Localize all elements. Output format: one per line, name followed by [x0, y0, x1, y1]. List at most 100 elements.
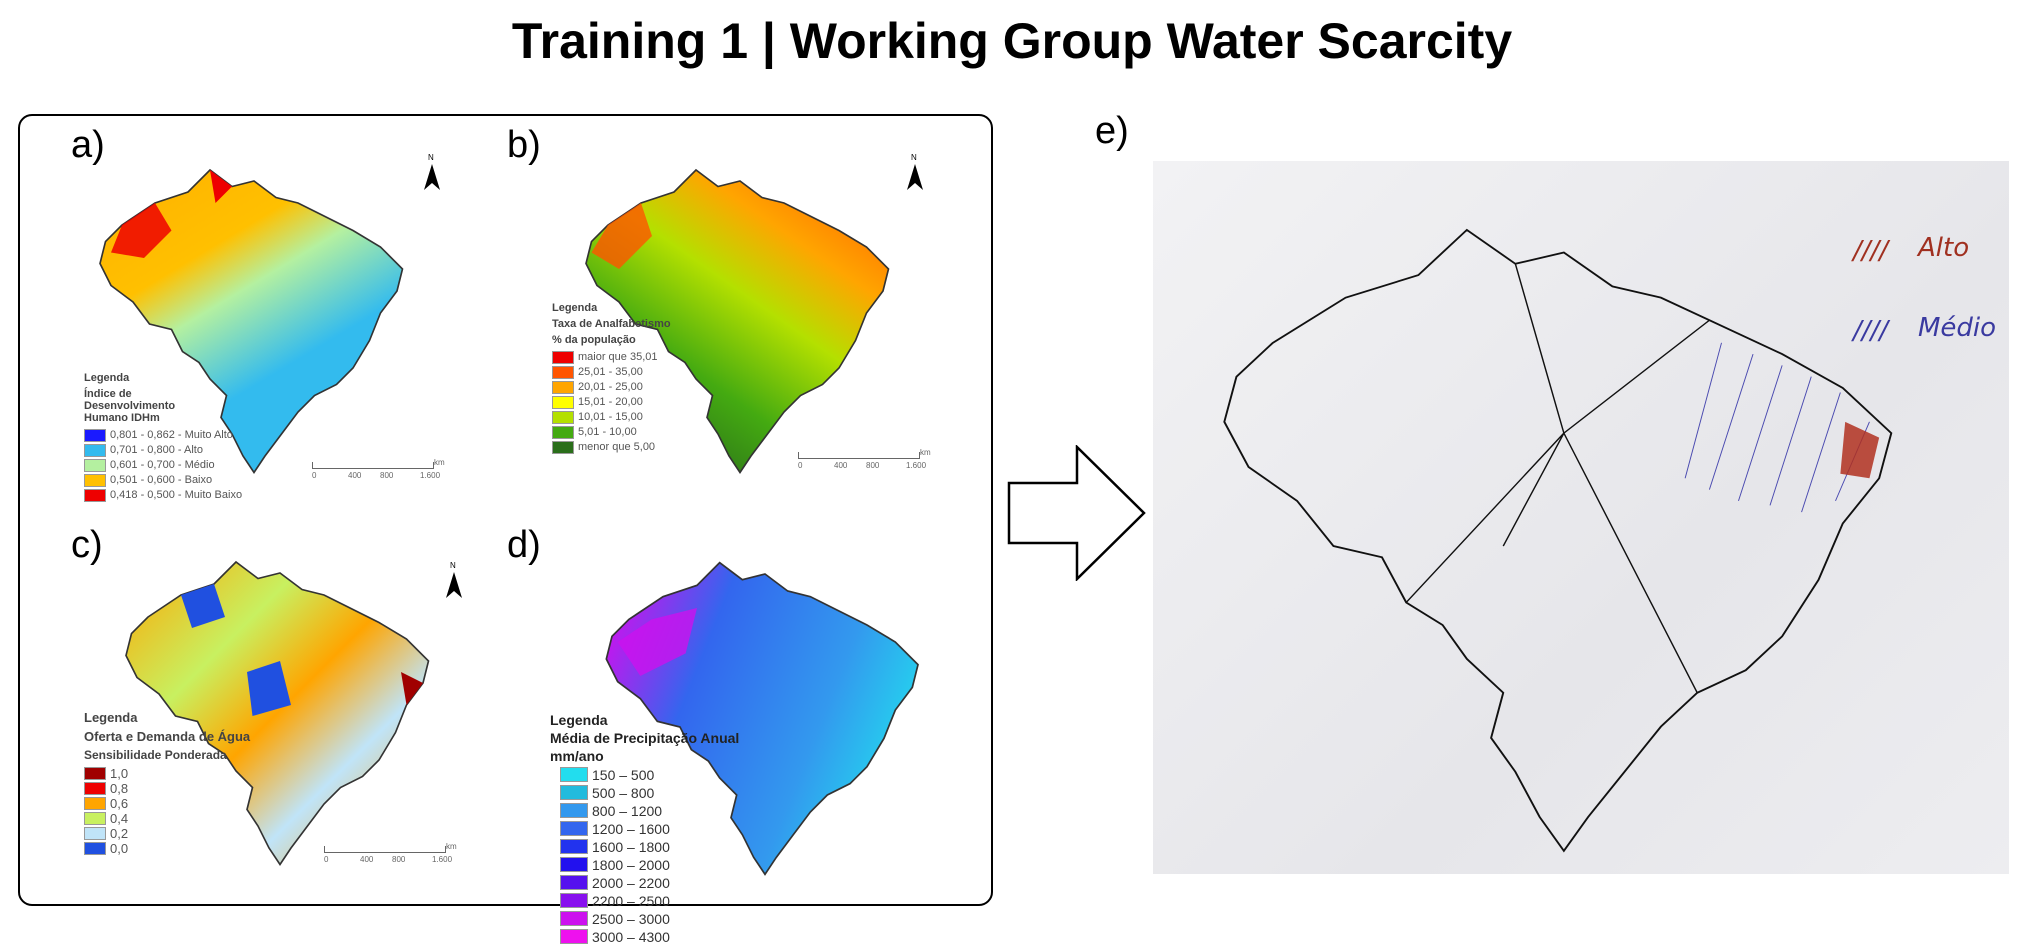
legend-swatch [552, 395, 574, 409]
legend-label: 0,2 [110, 825, 129, 841]
legend-swatch [84, 488, 106, 502]
legend-item: menor que 5,00 [552, 440, 671, 454]
legend-heading: Legenda [84, 710, 138, 725]
legend-item: 5,01 - 10,00 [552, 425, 671, 439]
panel-label-c: c) [71, 524, 103, 566]
legend-label: 500 – 800 [592, 784, 655, 801]
legend-swatch [84, 443, 106, 457]
legend-b: Legenda Taxa de Analfabetismo % da popul… [552, 302, 671, 455]
legend-item: 0,8 [84, 781, 250, 796]
legend-label: 0,701 - 0,800 - Alto [110, 444, 203, 456]
legend-item: 0,4 [84, 810, 250, 826]
right-arrow-icon [1007, 445, 1146, 581]
legend-swatch [552, 440, 574, 454]
legend-heading: Legenda [552, 302, 598, 314]
panel-label-b: b) [507, 124, 541, 166]
legend-swatch [560, 785, 588, 800]
legend-swatch [560, 767, 588, 782]
north-arrow-icon: N [903, 152, 927, 192]
legend-swatch [84, 473, 106, 487]
legend-swatch [560, 911, 588, 926]
legend-item: 0,601 - 0,700 - Médio [84, 458, 242, 472]
legend-swatch [552, 365, 574, 379]
legend-label: 20,01 - 25,00 [578, 381, 643, 393]
legend-subtitle: % da população [552, 334, 636, 346]
legend-label: 25,01 - 35,00 [578, 366, 643, 378]
legend-label: 0,0 [110, 840, 129, 856]
map-illiteracy [585, 169, 890, 474]
legend-swatch [84, 766, 106, 780]
legend-item: 0,2 [84, 825, 250, 841]
legend-item: 0,701 - 0,800 - Alto [84, 443, 242, 457]
legend-label: 1,0 [110, 765, 129, 781]
legend-subtitle: Sensibilidade Ponderada [84, 748, 227, 762]
legend-label: 0,418 - 0,500 - Muito Baixo [110, 489, 243, 501]
legend-title: Média de Precipitação Anual [550, 730, 740, 746]
legend-title: Taxa de Analfabetismo [552, 318, 671, 330]
legend-item: 0,6 [84, 795, 250, 811]
legend-swatch [552, 410, 574, 424]
legend-item: 500 – 800 [560, 784, 739, 801]
hand-legend-label: Médio [1918, 313, 1997, 343]
maps-panel [18, 114, 993, 906]
hatch-swatch: //// [1853, 316, 1889, 346]
legend-d: Legenda Média de Precipitação Anual mm/a… [550, 712, 739, 946]
legend-item: 25,01 - 35,00 [552, 365, 671, 379]
legend-heading: Legenda [84, 372, 130, 384]
legend-label: menor que 5,00 [578, 441, 656, 453]
legend-item: 0,801 - 0,862 - Muito Alto [84, 428, 242, 442]
legend-label: 10,01 - 15,00 [578, 411, 643, 423]
legend-item: 1800 – 2000 [560, 856, 739, 873]
legend-item: 0,0 [84, 840, 250, 856]
svg-text:N: N [450, 561, 456, 570]
svg-text:N: N [911, 153, 917, 162]
legend-c: Legenda Oferta e Demanda de Água Sensibi… [84, 710, 250, 856]
legend-swatch [560, 893, 588, 908]
hatch-swatch: //// [1853, 236, 1889, 266]
legend-label: 0,801 - 0,862 - Muito Alto [110, 429, 233, 441]
legend-swatch [84, 826, 106, 840]
legend-swatch [84, 428, 106, 442]
map-water-supply-demand [125, 561, 430, 866]
legend-swatch [560, 929, 588, 944]
legend-a: Legenda Índice de Desenvolvimento Humano… [84, 372, 242, 503]
legend-label: maior que 35,01 [578, 351, 658, 363]
legend-item: maior que 35,01 [552, 350, 671, 364]
legend-swatch [552, 380, 574, 394]
hand-drawn-map-photo: //// Alto //// Médio [1153, 161, 2009, 874]
legend-label: 150 – 500 [592, 766, 655, 783]
legend-label: 0,4 [110, 810, 129, 826]
hand-legend-label: Alto [1918, 233, 1970, 263]
legend-label: 0,601 - 0,700 - Médio [110, 459, 215, 471]
legend-item: 2000 – 2200 [560, 874, 739, 891]
legend-label: 2000 – 2200 [592, 874, 670, 891]
legend-label: 3000 – 4300 [592, 928, 670, 945]
legend-label: 800 – 1200 [592, 802, 663, 819]
panel-label-a: a) [71, 124, 105, 166]
legend-item: 1200 – 1600 [560, 820, 739, 837]
legend-item: 15,01 - 20,00 [552, 395, 671, 409]
legend-item: 1600 – 1800 [560, 838, 739, 855]
legend-label: 1800 – 2000 [592, 856, 670, 873]
legend-swatch [560, 857, 588, 872]
legend-swatch [560, 821, 588, 836]
legend-label: 0,6 [110, 795, 129, 811]
legend-swatch [84, 811, 106, 825]
legend-label: 1200 – 1600 [592, 820, 670, 837]
legend-title: Oferta e Demanda de Água [84, 729, 251, 744]
legend-title: Índice de Desenvolvimento Humano IDHm [84, 388, 176, 424]
legend-label: 0,501 - 0,600 - Baixo [110, 474, 213, 486]
legend-swatch [84, 841, 106, 855]
legend-swatch [560, 839, 588, 854]
legend-item: 0,418 - 0,500 - Muito Baixo [84, 488, 242, 502]
legend-swatch [84, 458, 106, 472]
legend-label: 1600 – 1800 [592, 838, 670, 855]
page-title: Training 1 | Working Group Water Scarcit… [511, 13, 1513, 69]
legend-swatch [560, 875, 588, 890]
legend-item: 20,01 - 25,00 [552, 380, 671, 394]
legend-item: 2500 – 3000 [560, 910, 739, 927]
legend-label: 2500 – 3000 [592, 910, 670, 927]
panel-label-e: e) [1095, 110, 1129, 152]
panel-label-d: d) [507, 524, 541, 566]
legend-label: 2200 – 2500 [592, 892, 670, 909]
